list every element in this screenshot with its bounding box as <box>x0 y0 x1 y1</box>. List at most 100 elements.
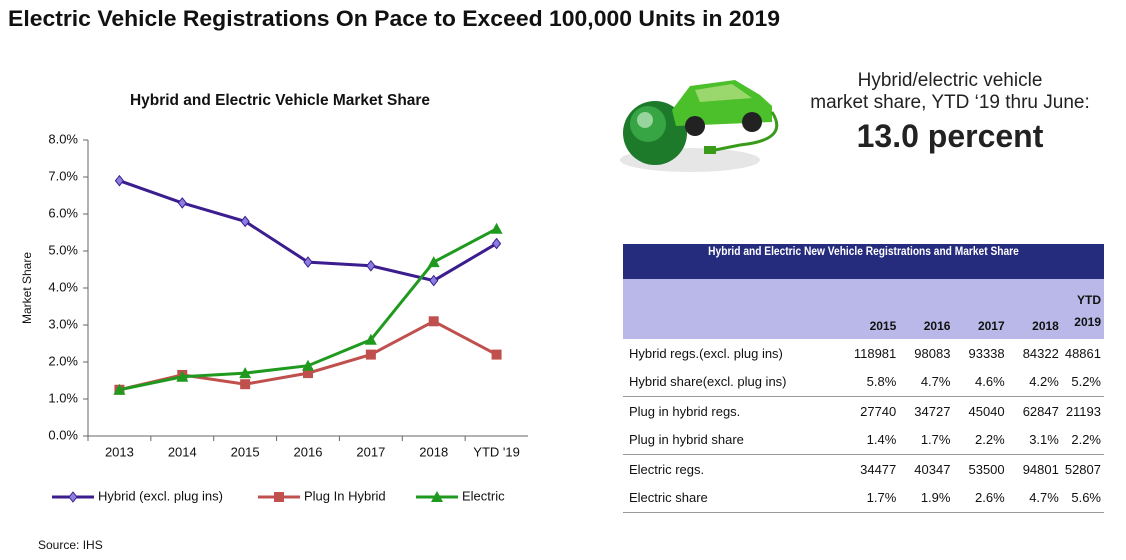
table-cell: 98083 <box>914 345 951 361</box>
table-row: Hybrid share(excl. plug ins) 5.8% 4.7% 4.6%… <box>623 367 1104 397</box>
marker <box>114 174 125 187</box>
legend-label: Electric <box>462 488 505 503</box>
legend-marker <box>68 491 78 503</box>
column-header: 2018 <box>1007 279 1062 339</box>
marker <box>303 368 313 379</box>
row-label: Plug in hybrid share <box>623 425 838 455</box>
table-cell: 21193 <box>1065 403 1101 419</box>
table-row: Plug in hybrid share 1.4% 1.7% 2.2% 3.1% 2.2% <box>623 425 1104 455</box>
table-title: Hybrid and Electric New Vehicle Registra… <box>659 244 1068 279</box>
marker <box>428 316 439 327</box>
table-cell: 1.7% <box>837 483 900 513</box>
marker <box>365 349 376 360</box>
table-cell: 27740 <box>860 403 897 419</box>
y-axis-label: Market Share <box>20 252 34 324</box>
y-tick-label: 4.0% <box>48 279 78 294</box>
table-cell: 48861 <box>1064 345 1101 361</box>
marker <box>491 349 502 360</box>
table-cell: 4.7% <box>1007 483 1062 513</box>
y-tick-label: 3.0% <box>48 316 78 331</box>
y-tick-label: 6.0% <box>48 205 78 220</box>
callout-line: market share, YTD ‘19 thru June: <box>810 92 1090 113</box>
legend-marker <box>431 491 443 502</box>
marker <box>303 256 313 268</box>
x-tick-label: 2018 <box>419 444 448 459</box>
data-table: Hybrid and Electric New Vehicle Registra… <box>623 244 1104 513</box>
legend-label: Hybrid (excl. plug ins) <box>98 488 223 503</box>
page-title: Electric Vehicle Registrations On Pace t… <box>8 6 780 31</box>
column-header: 2015 <box>837 279 900 339</box>
x-tick-label: 2015 <box>231 444 260 459</box>
table-cell: 94801 <box>1022 461 1059 477</box>
marker <box>240 379 251 390</box>
x-tick-label: 2016 <box>294 444 323 459</box>
car-illustration <box>620 80 779 172</box>
x-tick-label: 2014 <box>168 444 197 459</box>
table-cell: 3.1% <box>1007 425 1062 455</box>
table-cell: 1.9% <box>899 483 954 513</box>
legend-marker <box>274 492 284 502</box>
table-cell: 4.2% <box>1007 367 1062 397</box>
table-cell: 5.6% <box>1061 483 1104 513</box>
y-tick-label: 2.0% <box>48 353 78 368</box>
table-cell: 4.6% <box>953 367 1008 397</box>
y-tick-label: 5.0% <box>48 242 78 257</box>
y-tick-label: 1.0% <box>48 390 78 405</box>
table-cell: 4.7% <box>899 367 954 397</box>
x-tick-label: YTD '19 <box>473 444 520 459</box>
row-label: Plug in hybrid regs. <box>629 403 741 419</box>
marker <box>366 259 376 272</box>
callout-highlight: 13.0 percent <box>856 118 1044 154</box>
table-cell: 45040 <box>968 403 1005 419</box>
row-label: Hybrid share(excl. plug ins) <box>623 367 838 397</box>
table-row: Hybrid regs.(excl. plug ins) 118981 98083 9… <box>623 339 1104 368</box>
table-row: Plug in hybrid regs. 27740 34727 45040 62847… <box>623 397 1104 426</box>
column-header: 2017 <box>953 279 1008 339</box>
row-label: Electric regs. <box>629 461 705 477</box>
table-row: Electric regs. 34477 40347 53500 94801 52807 <box>623 455 1104 484</box>
x-tick-label: 2017 <box>356 444 385 459</box>
table-cell: 84322 <box>1022 345 1059 361</box>
table-row: Electric share 1.7% 1.9% 2.6% 4.7% 5.6% <box>623 483 1104 513</box>
callout-line: Hybrid/electric vehicle <box>857 70 1043 91</box>
row-label: Electric share <box>623 483 838 513</box>
table-cell: 62847 <box>1022 403 1059 419</box>
marker <box>239 367 252 379</box>
table-cell: 118981 <box>853 345 897 361</box>
marker <box>429 274 439 287</box>
marker <box>490 222 503 234</box>
marker <box>240 215 250 228</box>
marker <box>302 359 314 371</box>
chart-title: Hybrid and Electric Vehicle Market Share <box>130 92 430 109</box>
marker <box>177 197 187 209</box>
source: Source: IHS <box>38 538 103 552</box>
table-cell: 34727 <box>914 403 951 419</box>
table-cell: 93338 <box>968 345 1005 361</box>
table-cell: 2.6% <box>953 483 1008 513</box>
table-cell: 1.4% <box>837 425 900 455</box>
table-cell: 5.8% <box>837 367 900 397</box>
marker <box>364 333 377 345</box>
legend-label: Plug In Hybrid <box>304 488 386 503</box>
marker <box>176 370 189 382</box>
table-header: 2015 2016 2017 2018 YTD 2019 <box>623 279 1104 339</box>
marker <box>113 383 126 395</box>
table-cell: 40347 <box>914 461 951 477</box>
table-cell: 34477 <box>860 461 897 477</box>
table-cell: 52807 <box>1064 461 1101 477</box>
y-tick-label: 0.0% <box>48 427 78 442</box>
y-tick-label: 7.0% <box>48 168 78 183</box>
row-label: Hybrid regs.(excl. plug ins) <box>629 345 783 361</box>
column-header: 2016 <box>899 279 954 339</box>
x-tick-label: 2013 <box>105 444 134 459</box>
table-cell: 5.2% <box>1061 367 1104 397</box>
table-cell: 1.7% <box>899 425 954 455</box>
marker <box>491 237 502 250</box>
table-cell: 2.2% <box>953 425 1008 455</box>
table-cell: 2.2% <box>1061 425 1104 455</box>
y-tick-label: 8.0% <box>48 131 78 146</box>
callout: Hybrid/electric vehicle market share, YT… <box>790 70 1110 155</box>
column-header: YTD 2019 <box>1061 279 1104 339</box>
